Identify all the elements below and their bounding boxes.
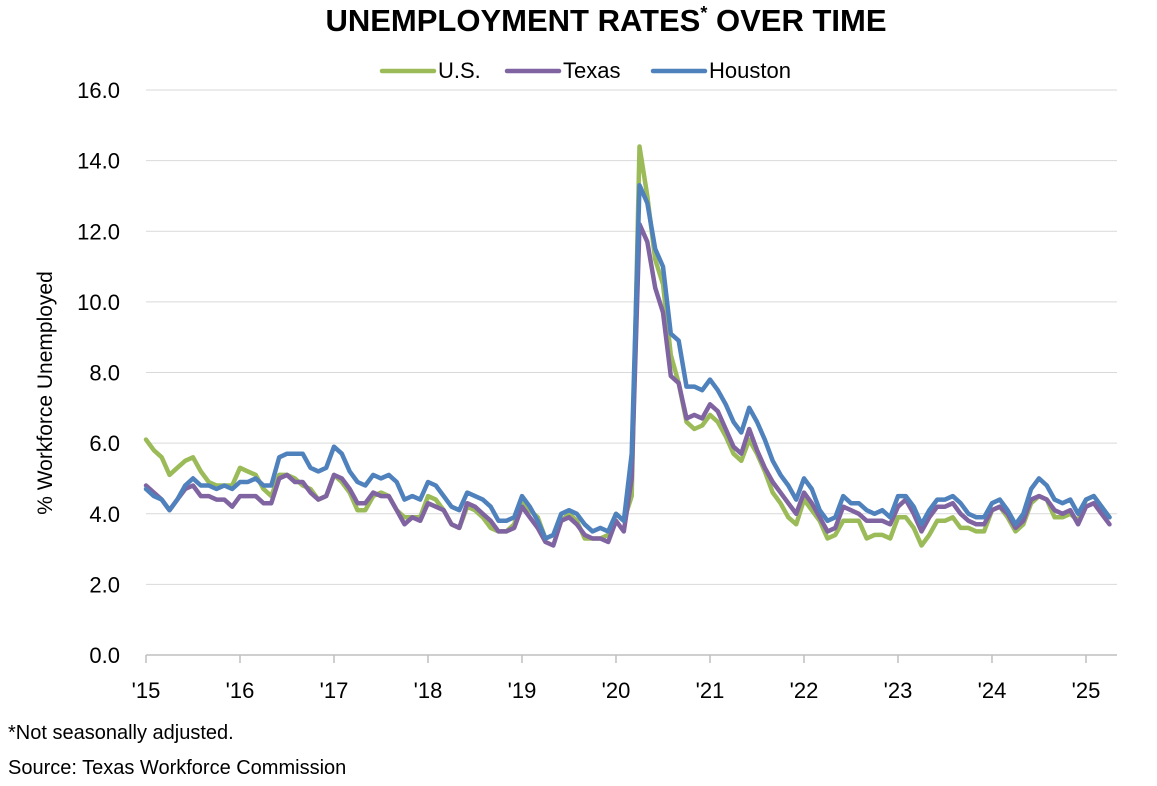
x-tick-label: '18 <box>414 678 443 703</box>
x-tick-label: '20 <box>602 678 631 703</box>
legend-item-u-s: U.S. <box>379 58 481 83</box>
y-axis-ticks: 0.0 2.0 4.0 6.0 8.0 10.0 12.0 14.0 16.0 <box>77 78 120 668</box>
x-axis: '15 '16 '17 '18 '19 '20 '21 '22 '23 '24 '25 <box>132 654 1117 703</box>
y-tick-label: 10.0 <box>77 290 120 315</box>
y-tick-label: 14.0 <box>77 149 120 174</box>
y-tick-label: 16.0 <box>77 78 120 103</box>
series-lines <box>143 144 1112 548</box>
x-tick-label: '15 <box>132 678 161 703</box>
y-tick-label: 12.0 <box>77 219 120 244</box>
y-tick-label: 6.0 <box>89 431 120 456</box>
footnote-source: Source: Texas Workforce Commission <box>8 757 347 779</box>
x-tick-label: '19 <box>508 678 537 703</box>
x-tick-label: '22 <box>790 678 819 703</box>
chart-title: UNEMPLOYMENT RATES* OVER TIME <box>325 3 886 38</box>
y-axis-title: % Workforce Unemployed <box>34 271 57 515</box>
chart-legend: U.S. Texas Houston <box>379 58 791 83</box>
x-tick-label: '17 <box>320 678 349 703</box>
chart-title-asterisk: * <box>700 3 707 23</box>
x-tick-label: '16 <box>226 678 255 703</box>
legend-label: U.S. <box>438 58 481 83</box>
legend-item-texas: Texas <box>504 58 620 83</box>
legend-item-houston: Houston <box>650 58 791 83</box>
chart-title-suffix: OVER TIME <box>707 3 886 38</box>
gridlines <box>146 89 1117 585</box>
footnote-not-seasonally-adjusted: *Not seasonally adjusted. <box>8 722 234 744</box>
chart-title-main: UNEMPLOYMENT RATES <box>325 3 700 38</box>
x-tick-label: '25 <box>1072 678 1101 703</box>
y-tick-label: 8.0 <box>89 361 120 386</box>
legend-label: Texas <box>563 58 620 83</box>
x-tick-label: '23 <box>884 678 913 703</box>
x-tick-label: '24 <box>978 678 1007 703</box>
y-tick-label: 0.0 <box>89 643 120 668</box>
y-tick-label: 2.0 <box>89 572 120 597</box>
series-line-houston <box>143 183 1112 541</box>
legend-label: Houston <box>709 58 791 83</box>
y-tick-label: 4.0 <box>89 502 120 527</box>
x-tick-label: '21 <box>696 678 725 703</box>
